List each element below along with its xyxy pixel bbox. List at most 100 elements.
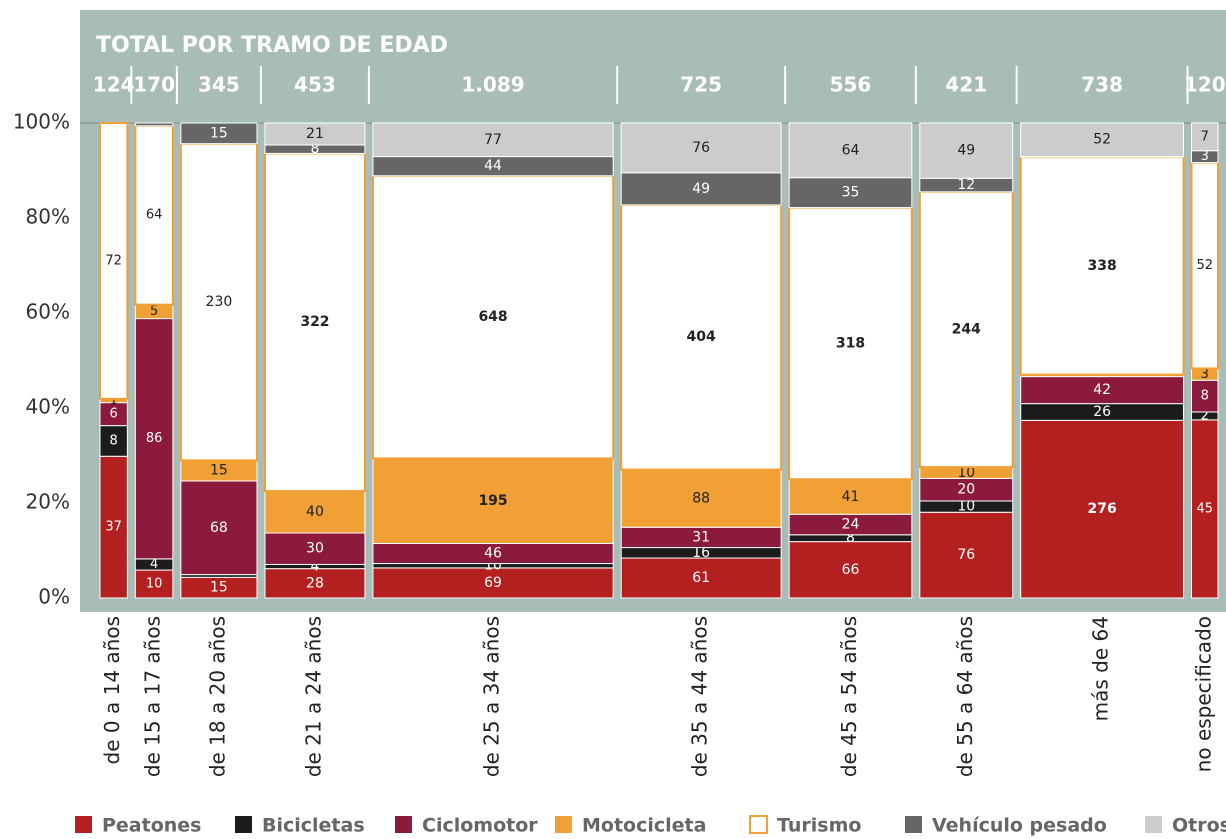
segment [264,122,366,146]
data-label: 61 [692,570,710,586]
segment [919,511,1014,599]
data-label: 7 [1201,129,1209,144]
column-total: 124 [93,73,135,97]
y-tick-label: 60% [26,300,70,324]
data-label: 45 [1196,501,1213,516]
x-tick-label: de 25 a 34 años [480,616,504,777]
data-label: 40 [306,504,324,520]
data-label: 26 [1093,404,1111,420]
segment [180,122,258,145]
data-label: 69 [484,575,502,591]
data-label: 8 [846,530,855,546]
segment [134,318,174,560]
segment [1191,379,1219,413]
segment [1020,419,1185,599]
legend-label: Vehículo pesado [932,815,1107,837]
legend-swatch [235,816,252,833]
data-label: 52 [1196,258,1213,273]
segment [788,541,913,599]
segment [99,122,129,400]
data-label: 244 [952,321,981,337]
data-label: 10 [957,499,975,515]
segment [134,569,174,599]
x-tick-label: no especificado [1191,616,1215,772]
data-label: 76 [957,547,975,563]
legend-label: Bicicletas [262,815,365,837]
data-label: 86 [146,431,163,446]
data-label: 8 [110,433,118,448]
data-label: 44 [484,158,502,174]
data-label: 77 [484,132,502,148]
data-label: 5 [150,304,158,319]
legend-swatch [1145,816,1162,833]
legend-label: Ciclomotor [422,815,538,837]
data-label: 76 [692,140,710,156]
segment [1020,122,1185,157]
data-label: 404 [687,329,716,345]
data-label: 24 [842,517,860,533]
data-label: 46 [484,546,502,562]
column-total: 738 [1081,73,1123,97]
data-label: 49 [692,181,710,197]
segment [1190,161,1219,370]
segment [179,142,258,462]
segment [99,425,128,457]
x-tick-label: de 21 a 24 años [301,616,325,777]
data-label: 64 [146,208,163,223]
data-label: 2 [1201,408,1209,423]
data-label: 10 [957,465,975,481]
y-tick-label: 20% [26,490,70,514]
data-label: 68 [210,520,228,536]
data-label: 8 [310,141,319,157]
column-total: 120 [1184,73,1226,97]
segment [788,206,913,481]
segment [372,567,614,599]
column-total: 725 [680,73,722,97]
data-label: 3 [1201,367,1209,382]
data-label: 15 [210,125,228,141]
data-label: 35 [842,185,860,201]
data-label: 318 [836,335,865,351]
column-total: 1.089 [461,73,524,97]
segment [919,122,1014,179]
segment [371,174,615,460]
legend-swatch [749,815,768,834]
segment [1019,156,1185,376]
x-tick-label: de 45 a 54 años [837,616,861,777]
data-label: 31 [692,529,710,545]
legend-swatch [905,816,922,833]
data-label: 21 [306,126,324,142]
legend-label: Peatones [102,815,202,837]
data-label: 276 [1087,501,1116,517]
data-label: 12 [957,177,975,193]
segment [134,122,174,127]
data-label: 30 [306,541,324,557]
column-total: 453 [294,73,336,97]
legend-label: Motocicleta [582,815,706,837]
x-tick-label: más de 64 [1089,616,1113,721]
data-label: 66 [842,562,860,578]
y-tick-label: 0% [38,585,70,609]
segment [1020,376,1185,405]
data-label: 52 [1093,132,1111,148]
data-label: 64 [842,142,860,158]
chart-title: TOTAL POR TRAMO DE EDAD [96,33,448,58]
segment [788,177,913,209]
x-tick-label: de 15 a 17 años [141,616,165,777]
data-label: 15 [210,463,228,479]
segment [1191,122,1219,152]
data-label: 8 [1201,389,1209,404]
legend-swatch [75,816,92,833]
y-tick-label: 80% [26,205,70,229]
data-label: 10 [146,577,163,592]
data-label: 88 [692,490,710,506]
data-label: 4 [150,557,158,572]
data-label: 230 [206,294,233,310]
data-label: 195 [478,493,507,509]
column-total: 556 [830,73,872,97]
x-tick-label: de 0 a 14 años [100,616,124,764]
data-label: 16 [692,545,710,561]
legend-swatch [395,816,412,833]
x-tick-label: de 55 a 64 años [953,616,977,777]
